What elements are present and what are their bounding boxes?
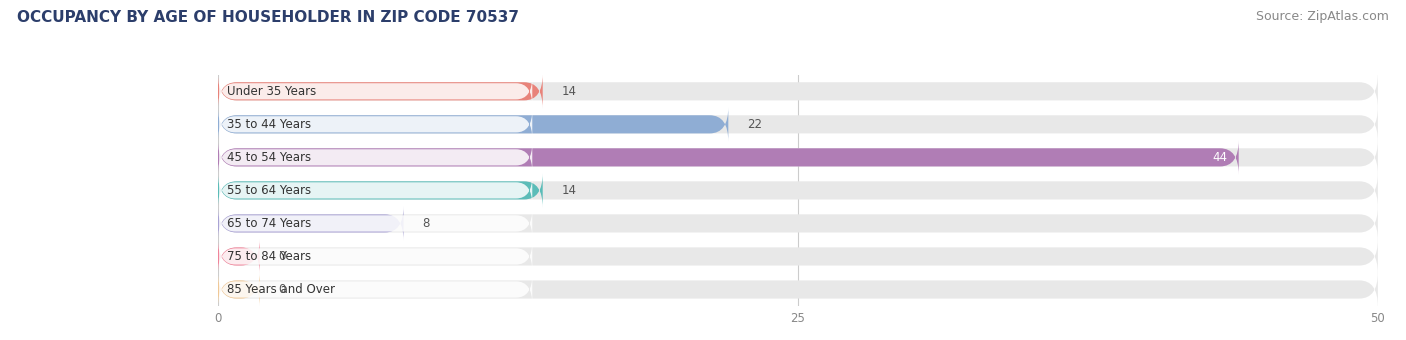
FancyBboxPatch shape [219,208,533,238]
FancyBboxPatch shape [218,107,728,142]
FancyBboxPatch shape [219,274,533,305]
Text: Under 35 Years: Under 35 Years [228,85,316,98]
Text: 45 to 54 Years: 45 to 54 Years [228,151,311,164]
FancyBboxPatch shape [219,241,533,271]
Text: Source: ZipAtlas.com: Source: ZipAtlas.com [1256,10,1389,23]
FancyBboxPatch shape [219,76,533,106]
FancyBboxPatch shape [218,173,1378,208]
FancyBboxPatch shape [219,142,533,172]
Text: 65 to 74 Years: 65 to 74 Years [228,217,312,230]
Text: 55 to 64 Years: 55 to 64 Years [228,184,311,197]
FancyBboxPatch shape [218,206,1378,241]
Text: 22: 22 [747,118,762,131]
FancyBboxPatch shape [218,74,543,109]
FancyBboxPatch shape [219,175,533,205]
FancyBboxPatch shape [218,206,404,241]
Text: 0: 0 [278,283,285,296]
FancyBboxPatch shape [218,272,1378,307]
Text: 85 Years and Over: 85 Years and Over [228,283,335,296]
Text: 14: 14 [561,184,576,197]
FancyBboxPatch shape [218,239,260,274]
Text: 35 to 44 Years: 35 to 44 Years [228,118,311,131]
FancyBboxPatch shape [219,109,533,139]
Text: 75 to 84 Years: 75 to 84 Years [228,250,311,263]
FancyBboxPatch shape [218,140,1239,175]
Text: OCCUPANCY BY AGE OF HOUSEHOLDER IN ZIP CODE 70537: OCCUPANCY BY AGE OF HOUSEHOLDER IN ZIP C… [17,10,519,25]
Text: 44: 44 [1212,151,1227,164]
Text: 0: 0 [278,250,285,263]
FancyBboxPatch shape [218,173,543,208]
FancyBboxPatch shape [218,239,1378,274]
FancyBboxPatch shape [218,107,1378,142]
Text: 8: 8 [422,217,429,230]
FancyBboxPatch shape [218,272,260,307]
FancyBboxPatch shape [218,74,1378,109]
Text: 14: 14 [561,85,576,98]
FancyBboxPatch shape [218,140,1378,175]
